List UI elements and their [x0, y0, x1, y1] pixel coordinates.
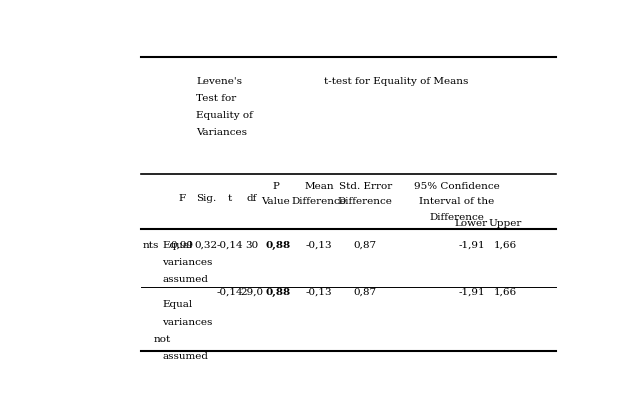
Text: -1,91: -1,91: [458, 241, 485, 249]
Text: Interval of the: Interval of the: [419, 196, 495, 206]
Text: -0,14: -0,14: [217, 287, 243, 296]
Text: assumed: assumed: [163, 275, 208, 284]
Text: Lower: Lower: [455, 219, 488, 228]
Text: Std. Error: Std. Error: [338, 181, 392, 190]
Text: Sig.: Sig.: [196, 194, 216, 202]
Text: 0,88: 0,88: [265, 287, 291, 296]
Text: 1,66: 1,66: [493, 241, 516, 249]
Text: Equality of: Equality of: [196, 111, 253, 120]
Text: Mean: Mean: [305, 181, 334, 190]
Text: variances: variances: [163, 317, 212, 326]
Text: variances: variances: [163, 258, 212, 266]
Text: Difference: Difference: [429, 212, 484, 221]
Text: 29,0: 29,0: [240, 287, 264, 296]
Text: -0,13: -0,13: [306, 287, 333, 296]
Text: nts: nts: [143, 241, 159, 249]
Text: 1,66: 1,66: [493, 287, 516, 296]
Text: P: P: [272, 181, 279, 190]
Text: t: t: [228, 194, 232, 202]
Text: df: df: [247, 194, 257, 202]
Text: Equal: Equal: [163, 241, 193, 249]
Text: Difference: Difference: [292, 196, 347, 206]
Text: Equal: Equal: [163, 300, 193, 309]
Text: Levene's: Levene's: [196, 77, 242, 85]
Text: 0,32: 0,32: [194, 241, 217, 249]
Text: Value: Value: [262, 196, 290, 206]
Text: Difference: Difference: [338, 196, 392, 206]
Text: 0,87: 0,87: [354, 287, 377, 296]
Text: 30: 30: [245, 241, 259, 249]
Text: 0,88: 0,88: [265, 241, 291, 249]
Text: F: F: [178, 194, 185, 202]
Text: Test for: Test for: [196, 94, 236, 103]
Text: -0,14: -0,14: [217, 241, 243, 249]
Text: 95% Confidence: 95% Confidence: [414, 181, 500, 190]
Text: 0,99: 0,99: [170, 241, 193, 249]
Text: t-test for Equality of Means: t-test for Equality of Means: [325, 77, 468, 85]
Text: assumed: assumed: [163, 351, 208, 360]
Text: 0,87: 0,87: [354, 241, 377, 249]
Text: not: not: [154, 334, 171, 343]
Text: Variances: Variances: [196, 128, 247, 137]
Text: -0,13: -0,13: [306, 241, 333, 249]
Text: -1,91: -1,91: [458, 287, 485, 296]
Text: Upper: Upper: [488, 219, 522, 228]
